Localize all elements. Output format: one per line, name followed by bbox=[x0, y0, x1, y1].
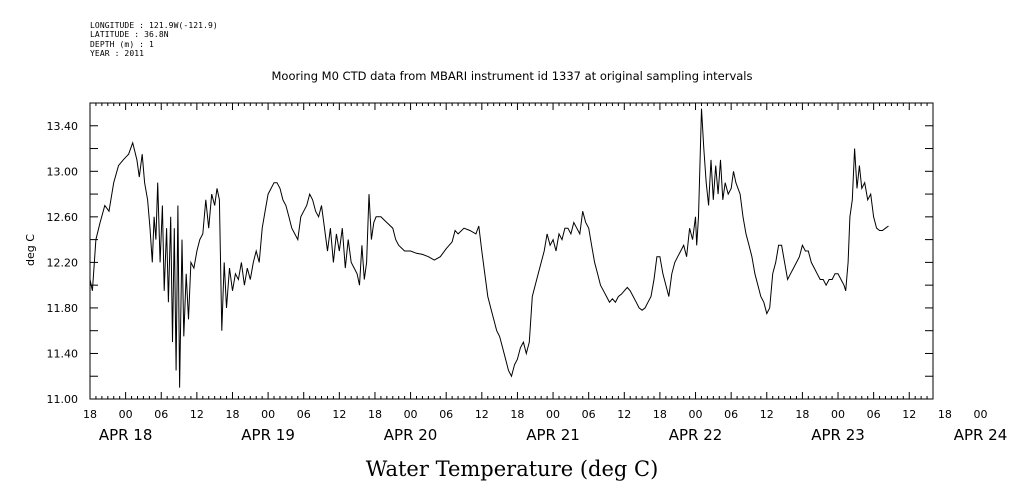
x-hour-label: 00 bbox=[119, 408, 133, 421]
x-hour-label: 00 bbox=[689, 408, 703, 421]
x-hour-label: 06 bbox=[439, 408, 453, 421]
temperature-series-line bbox=[89, 108, 889, 388]
y-axis-ticks: 13.40 13.00 12.60 12.20 11.80 11.40 11.00 bbox=[47, 102, 933, 406]
x-hour-label: 12 bbox=[617, 408, 631, 421]
x-hour-label: 06 bbox=[154, 408, 168, 421]
x-hour-label: 12 bbox=[475, 408, 489, 421]
x-hour-label: 00 bbox=[973, 408, 987, 421]
x-hour-label: 18 bbox=[795, 408, 809, 421]
x-hour-label: 18 bbox=[510, 408, 524, 421]
x-date-label: APR 23 bbox=[811, 426, 865, 444]
x-hour-label: 00 bbox=[404, 408, 418, 421]
y-tick-label: 11.00 bbox=[47, 393, 79, 406]
x-hour-label: 00 bbox=[831, 408, 845, 421]
latitude-label: LATITUDE : 36.8N bbox=[90, 30, 169, 40]
y-tick-label: 11.80 bbox=[47, 302, 79, 315]
x-date-label: APR 20 bbox=[384, 426, 438, 444]
x-date-label: APR 22 bbox=[669, 426, 723, 444]
y-tick-label: 13.40 bbox=[47, 120, 79, 133]
y-tick-label: 11.40 bbox=[47, 347, 79, 360]
station-info: LONGITUDE : 121.9W(-121.9) LATITUDE : 36… bbox=[90, 21, 218, 58]
x-hour-label: 12 bbox=[902, 408, 916, 421]
x-hour-label: 00 bbox=[261, 408, 275, 421]
x-hour-label: 00 bbox=[546, 408, 560, 421]
y-tick-label: 12.20 bbox=[47, 256, 79, 269]
x-hour-label: 18 bbox=[653, 408, 667, 421]
y-axis-title: deg C bbox=[24, 234, 37, 266]
x-hour-label: 06 bbox=[724, 408, 738, 421]
x-date-label: APR 21 bbox=[526, 426, 580, 444]
longitude-label: LONGITUDE : 121.9W(-121.9) bbox=[90, 21, 218, 30]
x-hour-label: 18 bbox=[83, 408, 97, 421]
x-date-label: APR 18 bbox=[99, 426, 153, 444]
x-hour-label: 12 bbox=[190, 408, 204, 421]
x-axis-ticks: 18 00 06 12 18 00 06 12 18 00 06 12 18 00 06 12 18 00 06 12… bbox=[83, 103, 1008, 444]
x-hour-label: 12 bbox=[760, 408, 774, 421]
x-hour-label: 12 bbox=[332, 408, 346, 421]
chart-title: Mooring M0 CTD data from MBARI instrumen… bbox=[272, 69, 753, 83]
y-tick-label: 13.00 bbox=[47, 165, 79, 178]
series-group bbox=[89, 108, 889, 388]
x-hour-label: 18 bbox=[368, 408, 382, 421]
x-hour-label: 18 bbox=[225, 408, 239, 421]
x-date-label: APR 24 bbox=[954, 426, 1008, 444]
x-hour-label: 06 bbox=[582, 408, 596, 421]
year-label: YEAR : 2011 bbox=[90, 48, 145, 58]
x-hour-label: 06 bbox=[867, 408, 881, 421]
depth-label: DEPTH (m) : 1 bbox=[90, 39, 154, 49]
x-date-label: APR 19 bbox=[241, 426, 295, 444]
x-axis-title: Water Temperature (deg C) bbox=[366, 457, 659, 481]
x-hour-label: 18 bbox=[938, 408, 952, 421]
y-tick-label: 12.60 bbox=[47, 211, 79, 224]
x-hour-label: 06 bbox=[297, 408, 311, 421]
